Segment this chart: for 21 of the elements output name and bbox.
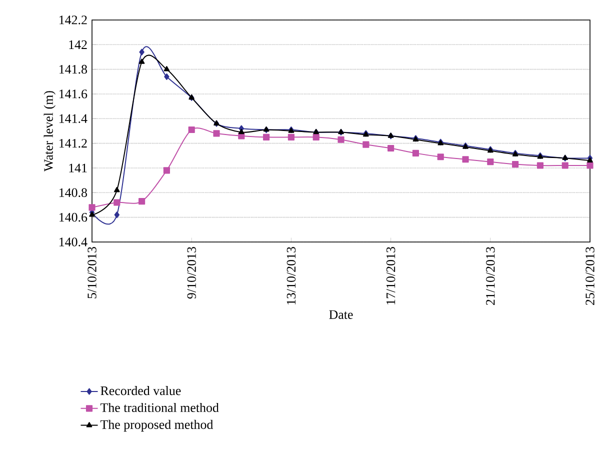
- legend-label: Recorded value: [100, 386, 181, 396]
- x-tick-label: 9/10/2013: [187, 247, 196, 299]
- x-tick-label: 5/10/2013: [88, 247, 96, 298]
- y-tick-label: 142.2: [59, 16, 87, 24]
- y-tick-label: 141: [69, 164, 87, 172]
- legend-label: The traditional method: [100, 402, 219, 412]
- legend-label: The proposed method: [100, 420, 214, 432]
- x-axis-title: Date: [329, 310, 353, 319]
- y-tick-label: 141.2: [59, 138, 87, 148]
- y-tick-label: 140.8: [59, 188, 87, 198]
- y-tick-label: 142: [69, 40, 87, 49]
- x-tick-label: 13/10/2013: [286, 247, 296, 304]
- y-tick-label: 140.4: [59, 238, 88, 246]
- y-axis-title: Water level (m): [44, 91, 56, 172]
- y-tick-label: 141.8: [59, 64, 87, 74]
- x-tick-label: 25/10/2013: [586, 247, 594, 305]
- y-tick-label: 141.4: [59, 114, 88, 124]
- x-tick-label: 21/10/2013: [486, 247, 495, 305]
- x-tick-label: 17/10/2013: [386, 247, 396, 304]
- y-tick-label: 140.6: [59, 212, 88, 222]
- y-tick-label: 141.6: [59, 90, 88, 98]
